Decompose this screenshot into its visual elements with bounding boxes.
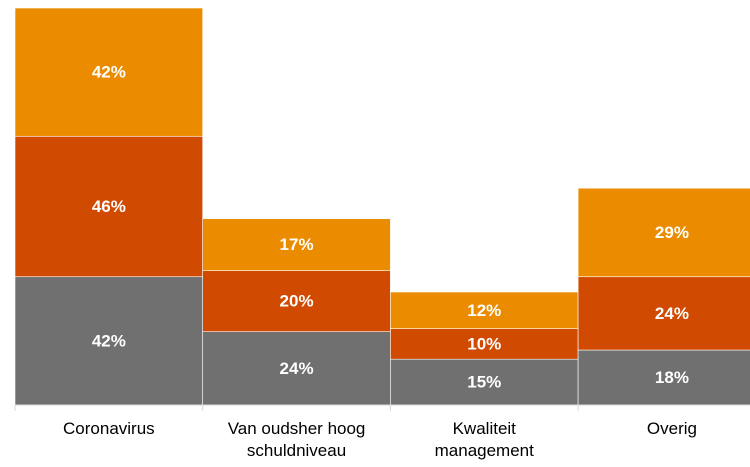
bar-segment — [577, 349, 750, 406]
data-label: 17% — [280, 235, 314, 254]
x-tick-label: Overig — [646, 419, 697, 438]
x-tick-label: Kwaliteit management — [434, 419, 534, 460]
data-label: 18% — [655, 368, 689, 387]
x-tick-label: Van oudsher hoog schuldniveau — [227, 419, 366, 460]
data-label: 20% — [280, 292, 314, 311]
bar-segment — [202, 218, 391, 271]
bar-segment — [577, 187, 750, 278]
x-tick-label: Coronavirus — [63, 419, 155, 438]
bar-segment — [14, 276, 203, 406]
data-label: 29% — [655, 223, 689, 242]
bar-segment — [390, 291, 579, 329]
bar-segment — [14, 7, 203, 137]
bar-segment — [202, 331, 391, 406]
data-label: 42% — [92, 63, 126, 82]
bar-segment — [577, 276, 750, 351]
bar-segment — [390, 328, 579, 360]
data-label: 15% — [467, 373, 501, 392]
data-label: 42% — [92, 331, 126, 350]
data-label: 46% — [92, 197, 126, 216]
data-label: 24% — [280, 359, 314, 378]
bar-segment — [390, 358, 579, 406]
data-label: 10% — [467, 334, 501, 353]
bar-segment — [14, 135, 203, 278]
data-label: 12% — [467, 301, 501, 320]
data-label: 24% — [655, 304, 689, 323]
